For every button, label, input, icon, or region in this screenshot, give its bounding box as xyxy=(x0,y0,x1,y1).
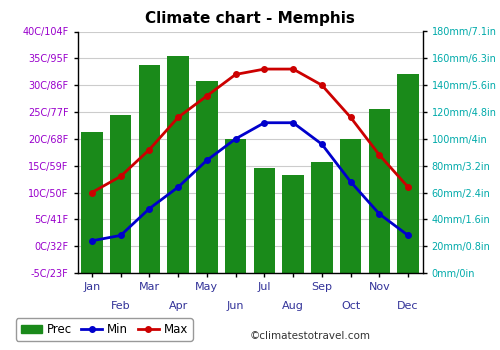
Text: Aug: Aug xyxy=(282,301,304,311)
Bar xyxy=(282,175,304,273)
Bar xyxy=(168,56,189,273)
Text: Oct: Oct xyxy=(341,301,360,311)
Bar xyxy=(110,115,132,273)
Text: Apr: Apr xyxy=(168,301,188,311)
Bar xyxy=(81,132,102,273)
Bar xyxy=(368,109,390,273)
Text: Dec: Dec xyxy=(398,301,419,311)
Text: Feb: Feb xyxy=(111,301,130,311)
Bar xyxy=(398,75,419,273)
Title: Climate chart - Memphis: Climate chart - Memphis xyxy=(145,11,355,26)
Bar xyxy=(311,162,332,273)
Text: Jun: Jun xyxy=(227,301,244,311)
Bar xyxy=(225,139,246,273)
Bar xyxy=(196,81,218,273)
Text: ©climatestotravel.com: ©climatestotravel.com xyxy=(250,331,371,341)
Bar xyxy=(138,65,160,273)
Legend: Prec, Min, Max: Prec, Min, Max xyxy=(16,318,192,341)
Bar xyxy=(254,168,275,273)
Bar xyxy=(340,139,361,273)
